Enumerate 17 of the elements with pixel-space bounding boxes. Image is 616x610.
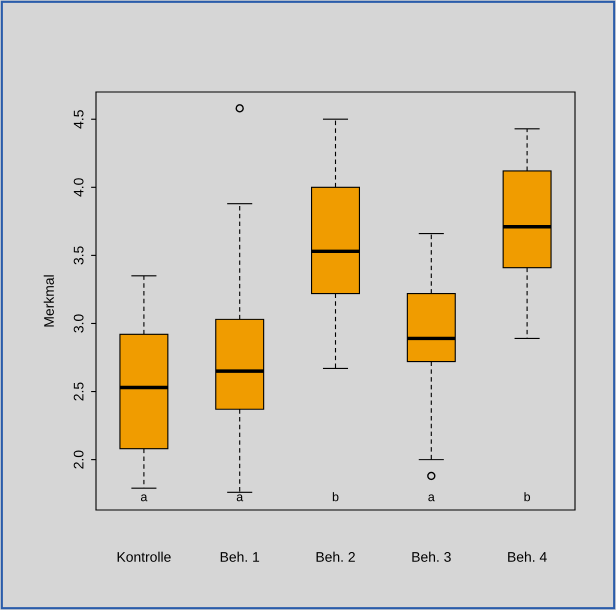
annotation: a: [428, 494, 435, 502]
annotation: b: [332, 492, 338, 502]
y-tick-label: 2.5: [74, 382, 84, 400]
y-tick-label: 2.0: [74, 450, 84, 469]
y-tick-label: 4.0: [74, 178, 84, 197]
x-tick-label: Beh. 2: [316, 552, 355, 562]
x-tick-label: Beh. 4: [508, 552, 547, 562]
x-tick-label: Beh. 3: [412, 552, 451, 562]
annotation: a: [236, 494, 244, 502]
y-axis-title: Merkmal: [44, 275, 54, 326]
x-tick-label: Beh. 1: [220, 552, 260, 562]
y-tick-label: 3.0: [74, 314, 84, 333]
annotation: b: [524, 492, 530, 502]
y-tick-label: 3.5: [74, 246, 84, 265]
annotation: a: [140, 494, 148, 502]
y-tick-label: 4.5: [74, 110, 84, 129]
x-tick-label: Kontrolle: [118, 552, 171, 562]
